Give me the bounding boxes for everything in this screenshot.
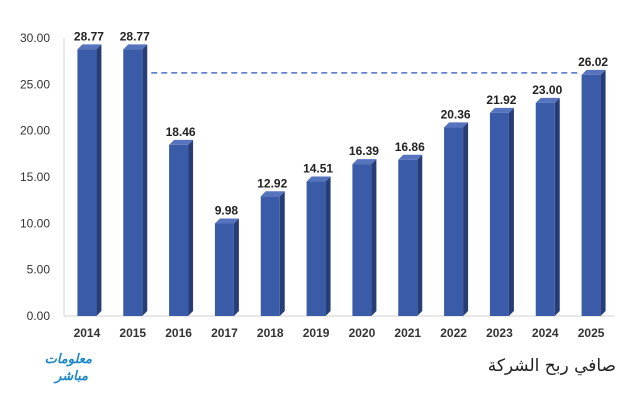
bar-front (489, 112, 509, 316)
logo-line-2: مباشر (55, 369, 88, 384)
bar-side (508, 107, 514, 316)
bar-2020 (352, 159, 377, 316)
bar-side (554, 97, 560, 316)
y-tick-label: 5.00 (27, 263, 51, 277)
bar-2025 (581, 69, 606, 316)
x-tick-label: 2022 (440, 326, 467, 340)
data-label-2024: 23.00 (532, 83, 562, 97)
data-label-2016: 18.46 (166, 125, 196, 139)
y-tick-label: 25.00 (20, 77, 50, 91)
bar-2023 (489, 107, 514, 316)
data-label-2017: 9.98 (215, 204, 239, 218)
x-tick-label: 2023 (486, 326, 513, 340)
data-label-2021: 16.86 (395, 140, 425, 154)
x-tick-label: 2025 (578, 326, 605, 340)
mubasher-logo: معلومات مباشر (22, 352, 92, 392)
bar-side (188, 139, 194, 316)
bar-2019 (306, 176, 331, 316)
bar-side (142, 44, 148, 316)
data-label-2023: 21.92 (486, 93, 516, 107)
bar-top (306, 176, 331, 182)
data-label-2015: 28.77 (120, 29, 150, 43)
bar-top (169, 139, 194, 145)
x-tick-label: 2018 (257, 326, 284, 340)
data-label-2025: 26.02 (578, 55, 608, 69)
bar-top (260, 191, 285, 197)
bar-side (600, 69, 606, 316)
bar-2018 (260, 191, 285, 316)
x-tick-label: 2016 (165, 326, 192, 340)
data-label-2022: 20.36 (441, 107, 471, 121)
bar-top (444, 122, 469, 128)
bar-side (279, 191, 285, 316)
bar-top (214, 218, 239, 224)
bar-front (169, 144, 189, 316)
bar-2015 (123, 44, 148, 316)
bar-side (233, 218, 239, 316)
logo-line-1: معلومات (44, 352, 92, 367)
y-tick-label: 20.00 (20, 124, 50, 138)
bar-2022 (444, 122, 469, 317)
bar-top (77, 44, 102, 50)
bar-top (398, 154, 423, 160)
x-tick-label: 2020 (349, 326, 376, 340)
bar-2021 (398, 154, 423, 316)
bar-2017 (214, 218, 239, 316)
bar-side (463, 122, 469, 317)
bar-side (371, 159, 377, 316)
x-tick-label: 2021 (394, 326, 421, 340)
data-label-2019: 14.51 (303, 162, 333, 176)
x-tick-label: 2019 (303, 326, 330, 340)
data-label-2020: 16.39 (349, 144, 379, 158)
bar-2024 (535, 97, 560, 316)
bar-top (581, 69, 606, 75)
x-tick-label: 2015 (119, 326, 146, 340)
bar-side (96, 44, 102, 316)
x-tick-label: 2017 (211, 326, 238, 340)
bar-2014 (77, 44, 102, 316)
bar-top (535, 97, 560, 103)
bar-top (489, 107, 514, 113)
bar-front (535, 102, 555, 316)
bar-front (306, 181, 326, 316)
bar-front (214, 223, 234, 316)
bar-front (77, 49, 97, 316)
x-tick-label: 2024 (532, 326, 559, 340)
data-label-2014: 28.77 (74, 29, 104, 43)
bar-front (352, 164, 372, 316)
bar-side (417, 154, 423, 316)
y-tick-label: 0.00 (27, 309, 51, 323)
x-tick-label: 2014 (74, 326, 101, 340)
bar-front (581, 74, 601, 316)
bar-2016 (169, 139, 194, 316)
bar-top (352, 159, 377, 165)
bar-front (398, 159, 418, 316)
bar-top (123, 44, 148, 50)
y-tick-label: 10.00 (20, 216, 50, 230)
bar-front (444, 127, 464, 317)
bar-side (325, 176, 331, 316)
y-tick-label: 15.00 (20, 170, 50, 184)
bar-front (123, 49, 143, 316)
data-label-2018: 12.92 (257, 176, 287, 190)
bar-front (260, 196, 280, 316)
y-tick-label: 30.00 (20, 31, 50, 45)
chart-caption: صافي ربح الشركة (487, 356, 616, 376)
